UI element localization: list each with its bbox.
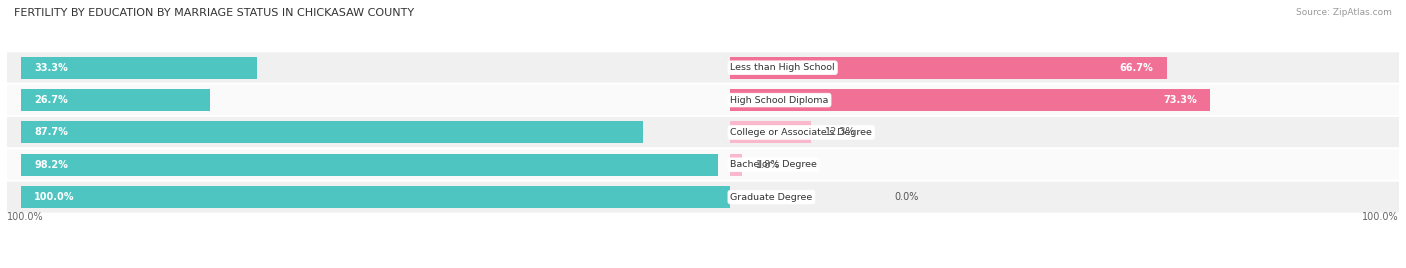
Text: 100.0%: 100.0% — [34, 192, 75, 202]
Bar — [730, 121, 811, 143]
Bar — [730, 154, 742, 176]
Text: 100.0%: 100.0% — [7, 212, 44, 222]
Text: 66.7%: 66.7% — [1119, 63, 1153, 73]
Bar — [21, 186, 730, 208]
Bar — [730, 89, 1211, 111]
FancyBboxPatch shape — [0, 148, 1406, 181]
Text: 1.8%: 1.8% — [756, 160, 780, 170]
FancyBboxPatch shape — [0, 84, 1406, 117]
Text: FERTILITY BY EDUCATION BY MARRIAGE STATUS IN CHICKASAW COUNTY: FERTILITY BY EDUCATION BY MARRIAGE STATU… — [14, 8, 415, 18]
Text: 73.3%: 73.3% — [1163, 95, 1197, 105]
Text: 98.2%: 98.2% — [34, 160, 69, 170]
Bar — [730, 57, 1167, 79]
Text: 12.3%: 12.3% — [824, 127, 855, 137]
Bar — [21, 57, 257, 79]
Bar — [21, 89, 209, 111]
Text: 26.7%: 26.7% — [34, 95, 67, 105]
Text: Graduate Degree: Graduate Degree — [730, 193, 813, 202]
Text: Bachelor's Degree: Bachelor's Degree — [730, 160, 817, 169]
Text: 100.0%: 100.0% — [1362, 212, 1399, 222]
Text: High School Diploma: High School Diploma — [730, 96, 828, 105]
Text: 33.3%: 33.3% — [34, 63, 67, 73]
FancyBboxPatch shape — [0, 181, 1406, 214]
Text: 0.0%: 0.0% — [894, 192, 918, 202]
Bar — [21, 154, 717, 176]
FancyBboxPatch shape — [0, 51, 1406, 84]
Bar — [21, 121, 643, 143]
FancyBboxPatch shape — [0, 116, 1406, 149]
Text: Less than High School: Less than High School — [730, 63, 835, 72]
Text: College or Associate's Degree: College or Associate's Degree — [730, 128, 872, 137]
Text: Source: ZipAtlas.com: Source: ZipAtlas.com — [1296, 8, 1392, 17]
Text: 87.7%: 87.7% — [34, 127, 69, 137]
